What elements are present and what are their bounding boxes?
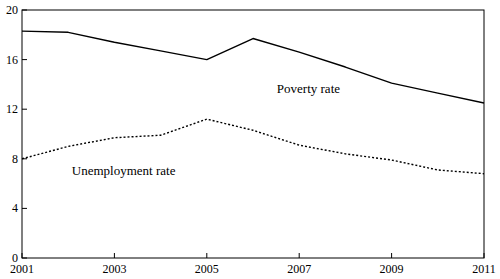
x-tick-label: 2009 — [380, 262, 404, 276]
x-tick — [114, 253, 115, 258]
series-label: Poverty rate — [277, 81, 340, 96]
x-tick — [206, 253, 207, 258]
chart: 048121620200120032005200720092011Poverty… — [0, 0, 500, 279]
x-tick — [299, 253, 300, 258]
y-tick — [22, 208, 27, 209]
y-tick — [22, 109, 27, 110]
x-tick-label: 2003 — [102, 262, 126, 276]
x-tick-label: 2007 — [287, 262, 311, 276]
y-tick-label: 4 — [12, 201, 18, 215]
y-tick-label: 8 — [12, 152, 18, 166]
series-line — [22, 31, 484, 103]
x-tick-label: 2005 — [195, 262, 219, 276]
x-tick-label: 2011 — [472, 262, 496, 276]
x-tick — [484, 253, 485, 258]
y-tick — [22, 10, 27, 11]
y-tick-label: 16 — [6, 53, 18, 67]
y-tick — [22, 258, 27, 259]
series-label: Unemployment rate — [72, 163, 176, 178]
y-tick-label: 12 — [6, 102, 18, 116]
x-tick-label: 2001 — [10, 262, 34, 276]
x-tick — [22, 253, 23, 258]
plot-frame — [22, 10, 484, 258]
y-tick-label: 20 — [6, 3, 18, 17]
y-tick — [22, 59, 27, 60]
x-tick — [391, 253, 392, 258]
